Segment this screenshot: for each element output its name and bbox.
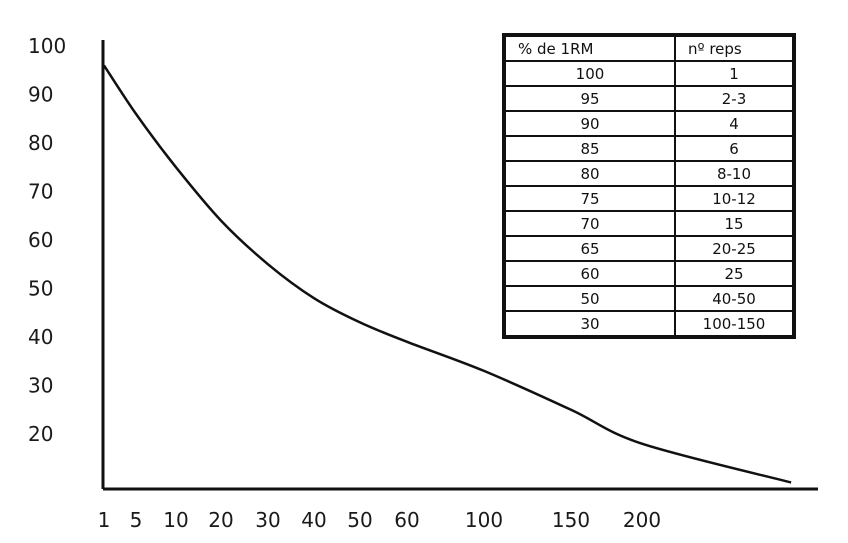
table-row: 75 10-12 [503, 185, 795, 212]
x-tick-label: 200 [623, 508, 661, 532]
y-tick-label: 50 [28, 277, 53, 301]
rm-reps-table: % de 1RM nº reps 100 1 95 2-3 90 4 85 6 80 8-… [502, 33, 796, 339]
table-header-row: % de 1RM nº reps [503, 34, 795, 62]
table-cell-percent: 70 [503, 210, 676, 237]
y-tick-label: 40 [28, 325, 53, 349]
y-tick-label: 60 [28, 228, 53, 252]
y-tick-label: 80 [28, 131, 53, 155]
table-cell-reps: 100-150 [674, 310, 795, 338]
table-cell-percent: 50 [503, 285, 676, 312]
column-header-reps: nº reps [674, 34, 795, 62]
y-tick-label: 30 [28, 374, 53, 398]
y-tick-label: 20 [28, 422, 53, 446]
series-line [102, 64, 792, 484]
table-cell-percent: 30 [503, 310, 676, 338]
table-cell-percent: 90 [503, 110, 676, 137]
x-tick-label: 1 [98, 508, 111, 532]
x-tick-label: 60 [394, 508, 419, 532]
x-tick-label: 50 [347, 508, 372, 532]
table-cell-reps: 4 [674, 110, 795, 137]
x-tick-label: 40 [301, 508, 326, 532]
table-row: 70 15 [503, 210, 795, 237]
table-cell-percent: 65 [503, 235, 676, 262]
table-row: 90 4 [503, 110, 795, 137]
table-cell-reps: 6 [674, 135, 795, 162]
table-row: 80 8-10 [503, 160, 795, 187]
table-cell-reps: 20-25 [674, 235, 795, 262]
table-cell-reps: 15 [674, 210, 795, 237]
table-cell-reps: 2-3 [674, 85, 795, 112]
table-row: 65 20-25 [503, 235, 795, 262]
table-cell-reps: 10-12 [674, 185, 795, 212]
table-row: 60 25 [503, 260, 795, 287]
table-row: 100 1 [503, 60, 795, 87]
column-header-percent-1rm: % de 1RM [503, 34, 676, 62]
table-cell-reps: 1 [674, 60, 795, 87]
y-tick-label: 100 [28, 34, 66, 58]
table-cell-percent: 60 [503, 260, 676, 287]
x-tick-label: 20 [208, 508, 233, 532]
table-row: 95 2-3 [503, 85, 795, 112]
x-tick-label: 30 [255, 508, 280, 532]
table-cell-reps: 40-50 [674, 285, 795, 312]
x-tick-label: 10 [163, 508, 188, 532]
table-cell-percent: 95 [503, 85, 676, 112]
y-tick-label: 90 [28, 83, 53, 107]
table-row: 30 100-150 [503, 310, 795, 338]
x-tick-label: 5 [130, 508, 143, 532]
table-row: 50 40-50 [503, 285, 795, 312]
table-cell-percent: 75 [503, 185, 676, 212]
table-cell-percent: 100 [503, 60, 676, 87]
table-cell-reps: 8-10 [674, 160, 795, 187]
x-tick-label: 150 [552, 508, 590, 532]
y-tick-label: 70 [28, 180, 53, 204]
table-cell-reps: 25 [674, 260, 795, 287]
table-cell-percent: 85 [503, 135, 676, 162]
x-tick-label: 100 [465, 508, 503, 532]
table-cell-percent: 80 [503, 160, 676, 187]
table-row: 85 6 [503, 135, 795, 162]
